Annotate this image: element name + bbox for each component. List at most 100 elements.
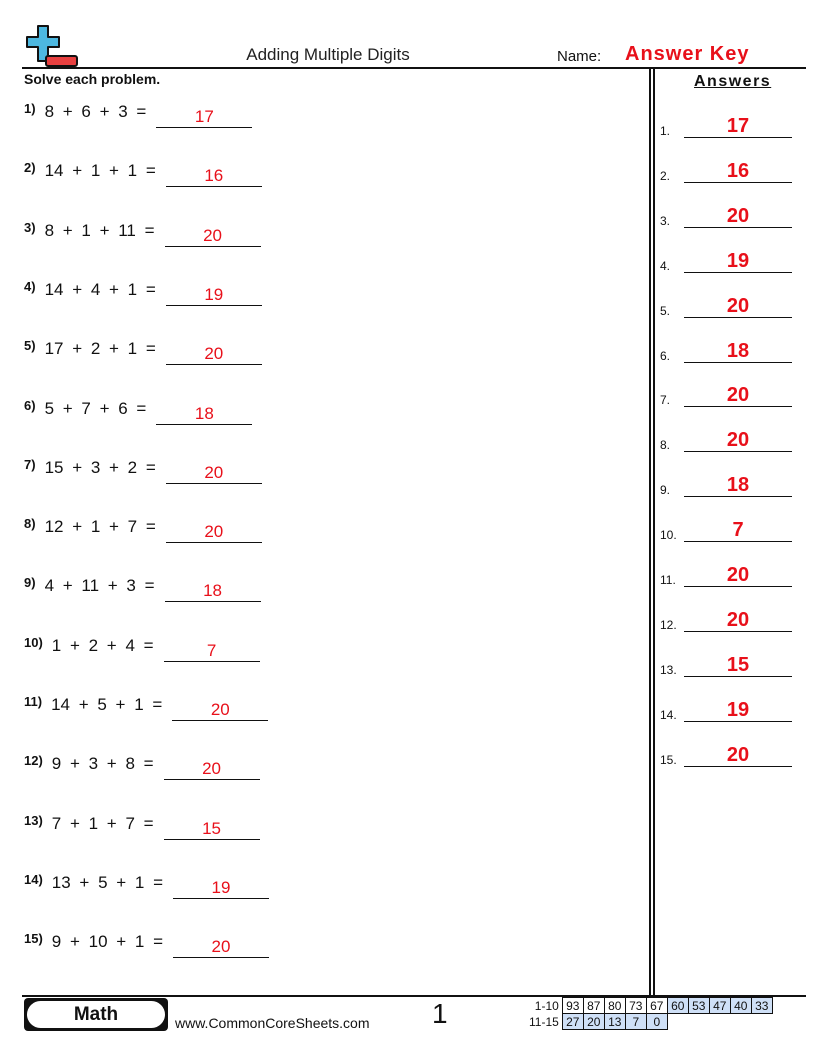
problem-expression: 12 + 1 + 7 = (44, 517, 156, 537)
problem: 12) 9 + 3 + 8 = 20 (24, 753, 260, 781)
answer-number: 2. (660, 168, 671, 183)
answer-value: 18 (684, 340, 792, 363)
answer-field[interactable]: 18 (156, 404, 253, 425)
page-number: 1 (432, 998, 448, 1029)
answer-number: 8. (660, 438, 671, 453)
answer-key-row: 12. 20 (660, 609, 792, 632)
answer-field[interactable]: 20 (173, 937, 270, 959)
problem: 5) 17 + 2 + 1 = 20 (24, 338, 262, 366)
answer-key-label: Answer Key (625, 43, 750, 65)
subject-label: Math (27, 1001, 165, 1028)
answer-field[interactable]: 7 (163, 641, 260, 662)
answer-key-row: 13. 15 (660, 654, 792, 677)
answer-field[interactable]: 16 (165, 166, 262, 188)
problem-number: 15) (24, 931, 43, 947)
answer-field[interactable]: 20 (172, 700, 269, 721)
score-range-label: 1-10 (534, 998, 559, 1013)
problem: 4) 14 + 4 + 1 = 19 (24, 278, 262, 306)
site-link[interactable]: www.CommonCoreSheets.com (175, 1015, 370, 1031)
problem-expression: 14 + 1 + 1 = (44, 161, 156, 181)
answer-number: 11. (660, 573, 676, 587)
answer-value: 7 (684, 519, 792, 543)
answer-field[interactable]: 20 (165, 344, 262, 366)
problem: 9) 4 + 11 + 3 = 18 (24, 575, 261, 603)
problem-expression: 17 + 2 + 1 = (44, 339, 156, 359)
column-divider (653, 68, 655, 996)
problem-number: 2) (24, 160, 36, 176)
answer-key-row: 2. 16 (660, 160, 792, 183)
answer-key-row: 15. 20 (660, 744, 792, 767)
answer-field[interactable]: 18 (164, 581, 261, 603)
problem-expression: 14 + 4 + 1 = (44, 279, 156, 299)
answer-key-row: 5. 20 (660, 295, 792, 318)
answer-field[interactable]: 19 (165, 285, 262, 306)
answer-value: 16 (684, 160, 792, 183)
answer-number: 7. (660, 393, 671, 408)
answer-field[interactable]: 20 (165, 522, 262, 544)
problem-expression: 1 + 2 + 4 = (51, 635, 154, 655)
answer-number: 14. (660, 707, 677, 722)
score-cell: 73 (624, 997, 647, 1014)
answer-key-row: 11. 20 (660, 564, 792, 587)
answer-key-row: 1. 17 (660, 115, 792, 138)
score-cell: 40 (729, 997, 752, 1014)
problem: 10) 1 + 2 + 4 = 7 (24, 634, 260, 662)
problem-number: 7) (24, 456, 36, 472)
score-cell: 80 (603, 997, 626, 1014)
problem: 3) 8 + 1 + 11 = 20 (24, 219, 261, 247)
score-cell: 93 (561, 997, 584, 1014)
answer-number: 13. (660, 662, 677, 677)
answer-number: 15. (660, 752, 677, 767)
answer-key-row: 4. 19 (660, 250, 792, 273)
problem-number: 14) (24, 871, 43, 887)
problem-number: 8) (24, 516, 36, 532)
answer-key-row: 7. 20 (660, 384, 792, 408)
answer-value: 18 (684, 474, 792, 498)
answer-field[interactable]: 20 (165, 463, 262, 484)
problem-number: 3) (24, 219, 36, 235)
subject-badge: Math (24, 998, 168, 1031)
answer-key-row: 6. 18 (660, 340, 792, 363)
score-table: 1-10 93 87 80 73 67 60 53 47 40 33 11-15 27 20 13 7 0 (526, 997, 773, 1030)
problem-expression: 7 + 1 + 7 = (51, 813, 154, 833)
answer-number: 5. (660, 303, 671, 318)
answer-field[interactable]: 20 (163, 759, 260, 781)
answer-value: 20 (684, 744, 792, 767)
answer-field[interactable]: 19 (173, 878, 270, 899)
problem-number: 4) (24, 278, 36, 294)
problem: 7) 15 + 3 + 2 = 20 (24, 456, 262, 484)
answer-value: 20 (684, 295, 792, 318)
problem: 11) 14 + 5 + 1 = 20 (24, 694, 269, 721)
problem-expression: 4 + 11 + 3 = (44, 576, 155, 596)
problem-number: 6) (24, 397, 36, 413)
score-cell: 0 (645, 1013, 668, 1030)
score-cell: 27 (561, 1013, 584, 1030)
problem-number: 1) (24, 101, 36, 116)
answer-field[interactable]: 17 (156, 107, 253, 128)
problem-expression: 5 + 7 + 6 = (44, 398, 147, 418)
score-cell: 33 (750, 997, 773, 1014)
answer-number: 4. (660, 258, 671, 273)
problem-expression: 9 + 10 + 1 = (51, 932, 164, 952)
problem: 2) 14 + 1 + 1 = 16 (24, 160, 262, 188)
problem-number: 10) (24, 634, 43, 650)
score-cell: 67 (645, 997, 668, 1014)
answer-field[interactable]: 15 (163, 819, 260, 840)
answer-key-row: 8. 20 (660, 429, 792, 453)
score-cell: 20 (582, 1013, 605, 1030)
problem: 6) 5 + 7 + 6 = 18 (24, 397, 253, 425)
answer-value: 19 (684, 699, 792, 722)
problem-number: 12) (24, 753, 43, 769)
answer-field[interactable]: 20 (164, 226, 261, 247)
answer-number: 1. (660, 124, 671, 138)
answer-value: 20 (684, 384, 792, 408)
score-cell: 87 (582, 997, 605, 1014)
answer-value: 20 (684, 205, 792, 228)
answer-key-row: 10. 7 (660, 519, 792, 543)
instructions: Solve each problem. (24, 71, 161, 87)
page-title: Adding Multiple Digits (246, 45, 410, 64)
answer-value: 20 (684, 429, 792, 453)
answer-value: 17 (684, 115, 792, 138)
score-cell: 60 (666, 997, 689, 1014)
answers-heading: Answers (694, 73, 772, 90)
